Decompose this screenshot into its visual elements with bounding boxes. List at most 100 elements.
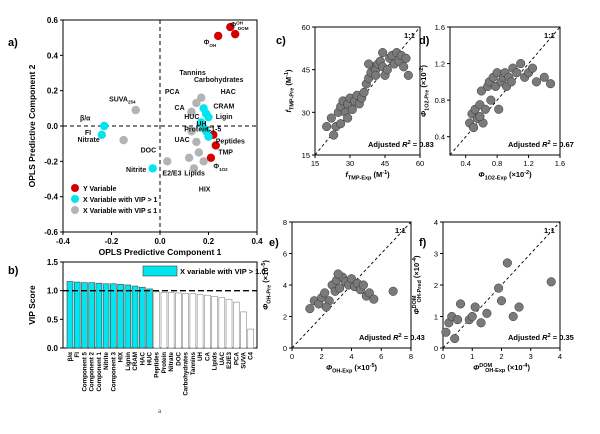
- point-label: HUC: [184, 114, 199, 121]
- x-tick-label-group: Component 1: [96, 351, 103, 391]
- x-tick-label: 4: [558, 352, 562, 361]
- x-tick-label-group: Peptides: [154, 351, 161, 377]
- data-point: [359, 87, 369, 97]
- data-point: [364, 288, 374, 298]
- xlabel-axis-title: fTMP-Exp (M-1): [345, 170, 390, 182]
- x-tick-label: Nitrite: [103, 351, 110, 369]
- x-tick-label-group: HUC: [147, 351, 154, 365]
- data-point-vip_le1: [194, 148, 203, 157]
- xlabel-axis-title: ΦOH-Exp (×10-5): [326, 363, 378, 375]
- bar: [175, 292, 182, 349]
- y-tick-label: 0.5: [47, 315, 59, 324]
- point-label: HAC: [221, 89, 236, 96]
- x-tick-label: 2: [499, 352, 503, 361]
- x-tick-label: -0.2: [105, 237, 119, 246]
- x-tick-label: Component 5: [81, 351, 88, 391]
- point-label: CRAM: [213, 103, 234, 110]
- data-point: [399, 62, 409, 72]
- panel-label: f): [419, 237, 427, 249]
- data-point: [508, 311, 518, 322]
- point-label: Peptides: [216, 139, 245, 146]
- x-tick-label: 8: [409, 352, 413, 361]
- x-tick-label-group: CRAM: [132, 352, 139, 371]
- svg-text:ΦOH-Pre (×10-5): ΦOH-Pre (×10-5): [261, 260, 273, 310]
- adjusted-r2-annotation: Adjusted R2 = 0.35: [508, 333, 574, 342]
- x-tick-label: 1: [470, 352, 474, 361]
- x-tick-label-group: Lignin: [125, 352, 132, 371]
- x-tick-label-group: DOC: [175, 351, 182, 365]
- y-tick-label: -0.2: [44, 157, 58, 166]
- svg-text:fTMP-Exp (M-1): fTMP-Exp (M-1): [345, 170, 390, 182]
- data-point: [516, 59, 526, 69]
- point-label: Nitrate: [78, 137, 100, 144]
- y-tick-label: 0.4: [47, 51, 59, 60]
- data-point: [494, 283, 504, 293]
- identity-label: 1:1: [544, 31, 555, 40]
- x-tick-label: E2/E3: [226, 351, 233, 368]
- data-point-vip_gt1: [100, 121, 109, 131]
- identity-line: [442, 221, 561, 349]
- identity-label: 1:1: [404, 31, 415, 40]
- data-point: [456, 299, 466, 309]
- y-tick-label: 30: [302, 108, 310, 117]
- x-tick-label: UH: [197, 351, 204, 360]
- point-label: HIX: [199, 186, 211, 193]
- data-point-vip_le1: [187, 127, 196, 136]
- legend-marker: [71, 184, 79, 192]
- y-tick-label: 0: [283, 344, 287, 353]
- data-point: [305, 304, 315, 314]
- plot-frame: [314, 26, 421, 156]
- x-tick-label-group: C4: [248, 351, 255, 359]
- y-tick-label: -0.6: [44, 228, 58, 237]
- y-tick-label: 0.0: [47, 122, 59, 131]
- data-point: [494, 104, 504, 114]
- data-point-vip_gt1: [148, 164, 157, 173]
- data-point: [378, 48, 388, 58]
- y-tick-label: 1: [434, 313, 438, 322]
- data-point: [486, 95, 496, 105]
- point-label: Ligin: [216, 114, 233, 121]
- identity-label: 1:1: [544, 226, 555, 235]
- data-point-vip_le1: [187, 107, 196, 117]
- point-label: β/α: [80, 116, 91, 123]
- x-tick-label-group: Component 3: [110, 351, 117, 391]
- data-point: [371, 70, 381, 80]
- panel-label: e): [269, 237, 279, 249]
- point-label: Protein: [184, 126, 208, 133]
- data-point: [333, 269, 343, 279]
- x-tick-label: 0.0: [154, 237, 166, 246]
- data-point-vip_gt1: [97, 130, 107, 140]
- data-point: [382, 65, 392, 75]
- bar: [117, 284, 124, 349]
- x-tick-label-group: Lipids: [212, 351, 219, 370]
- x-tick-label-group: UH: [197, 351, 204, 360]
- y-tick-label: 1.6: [435, 23, 445, 32]
- bar: [233, 301, 240, 349]
- x-tick-label-group: Nitrite: [103, 351, 110, 369]
- panel-d-scatter: d) 1:1 0.4 0.8 1.2 1.6 0.4 0.8 1.2 1.6 Adjusted R2…: [419, 23, 574, 182]
- legend-swatch: [142, 265, 178, 277]
- x-tick-label-group: CA: [204, 351, 211, 360]
- point-label: DOC: [141, 148, 157, 155]
- data-point: [335, 283, 345, 293]
- data-point-y: [206, 153, 216, 162]
- x-tick-label-group: PCA: [233, 351, 240, 365]
- ylabel-axis-title: ΦDOMOH-Pred (×10-4): [412, 255, 423, 315]
- bar: [110, 283, 117, 349]
- adjusted-r2-annotation: Adjusted R2 = 0.43: [359, 333, 425, 342]
- x-tick-label-group: E2/E3: [226, 351, 233, 368]
- y-tick-label: 0.4: [435, 133, 445, 142]
- adjusted-r2-annotation: Adjusted R2 = 0.83: [368, 140, 434, 149]
- svg-text:fTMP-Pre (M-1): fTMP-Pre (M-1): [284, 69, 296, 113]
- x-tick-label: 0.4: [460, 159, 470, 168]
- bar: [88, 282, 95, 349]
- x-tick-label: 0.2: [203, 237, 215, 246]
- svg-text:Φ1O2-Exp (×10-2): Φ1O2-Exp (×10-2): [478, 170, 532, 182]
- x-tick-label: SUVA: [241, 351, 248, 368]
- x-tick-label-group: FI: [74, 352, 81, 358]
- data-point: [346, 274, 357, 284]
- point-label: C1-5: [206, 126, 221, 133]
- x-tick-label: 1.6: [555, 159, 565, 168]
- x-tick-label-group: Carbohydrates: [183, 351, 190, 395]
- data-point: [512, 68, 522, 78]
